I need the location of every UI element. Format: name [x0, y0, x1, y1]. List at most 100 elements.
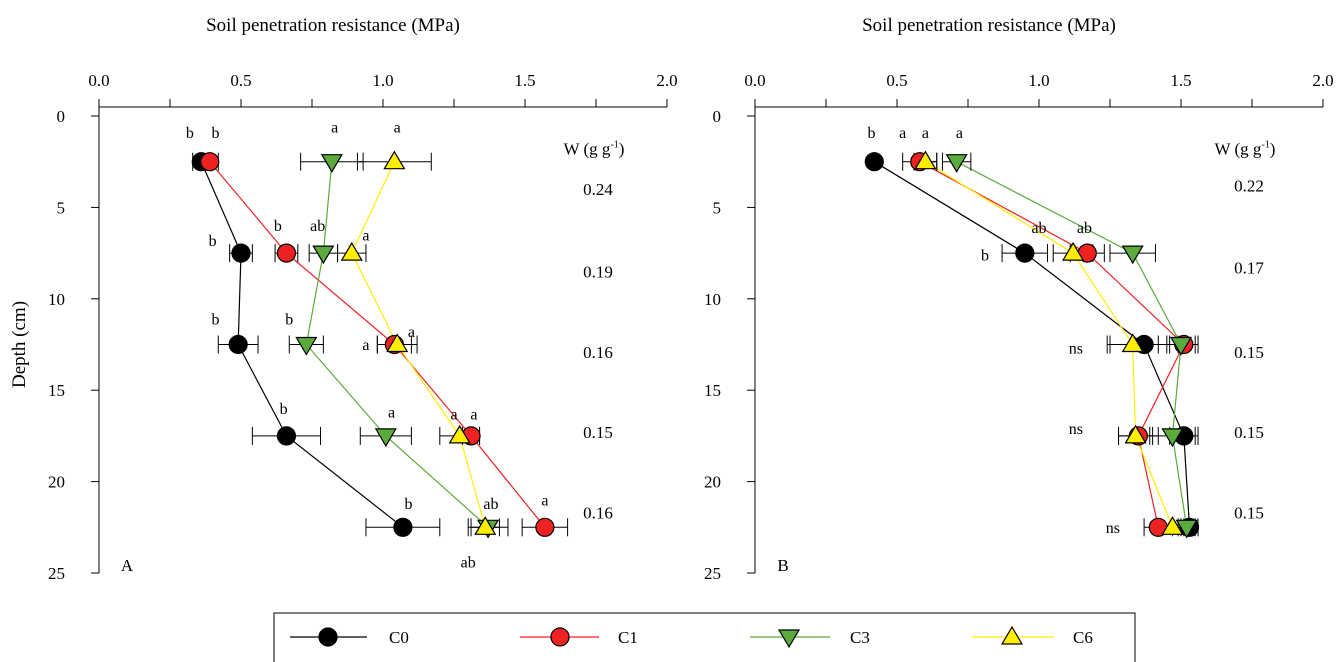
legend: C0 C1 C3 C6	[273, 612, 1136, 662]
legend-marker-c1	[550, 627, 570, 647]
significance-letter: a	[331, 119, 338, 136]
y-tick-label: 25	[48, 564, 65, 583]
point-c0	[393, 517, 413, 537]
w-header: W (g g-1)	[564, 139, 625, 158]
y-tick-label: 5	[57, 198, 66, 217]
significance-letter: a	[956, 125, 963, 142]
point-c6	[383, 150, 406, 170]
significance-letter: ab	[1031, 220, 1046, 237]
significance-letter: a	[922, 125, 929, 142]
w-header: W (g g-1)	[1215, 139, 1276, 158]
point-c3	[945, 154, 968, 173]
w-value: 0.15	[583, 423, 613, 442]
w-value: 0.16	[583, 504, 613, 523]
x-tick-label: 1.5	[514, 71, 535, 90]
panel-label: B	[777, 556, 788, 575]
legend-label-c3: C3	[850, 628, 870, 647]
x-tick-label: 0.0	[744, 71, 765, 90]
point-c3	[1175, 519, 1198, 539]
y-tick-label: 10	[704, 290, 721, 309]
point-c3	[1121, 245, 1144, 265]
point-c6	[448, 424, 471, 444]
w-value: 0.22	[1234, 176, 1264, 195]
panel-b: Soil penetration resistance (MPa) 0.0 0.5 1…	[704, 15, 1334, 583]
point-c0	[1015, 243, 1035, 263]
significance-letter: ns	[1069, 341, 1083, 358]
significance-letter: ns	[1069, 421, 1083, 438]
significance-letter: a	[408, 324, 415, 341]
legend-marker-c6	[1000, 625, 1024, 645]
y-tick-label: 0	[713, 107, 722, 126]
y-axis-title: Depth (cm)	[9, 301, 30, 388]
significance-letter: a	[394, 119, 401, 136]
point-c1	[276, 243, 297, 263]
significance-letter: b	[274, 218, 282, 235]
y-tick-label: 15	[704, 381, 721, 400]
w-value: 0.15	[1234, 343, 1264, 362]
x-tick-label: 1.0	[372, 71, 393, 90]
significance-letter: b	[405, 496, 413, 513]
legend-label-c6: C6	[1073, 628, 1093, 647]
significance-letter: b	[186, 125, 194, 142]
y-tick-label: 20	[704, 473, 721, 492]
x-tick-label: 0.5	[230, 71, 251, 90]
significance-letter: a	[899, 125, 906, 142]
significance-letter: b	[981, 247, 989, 264]
point-c6	[1062, 241, 1085, 261]
significance-letter: a	[541, 492, 548, 509]
y-tick-label: 5	[713, 198, 722, 217]
panel-a: Soil penetration resistance (MPa) 0.0 0.5 1…	[9, 15, 678, 583]
y-tick-label: 10	[48, 290, 65, 309]
w-value: 0.24	[583, 180, 613, 199]
point-c0	[864, 152, 884, 172]
w-value: 0.15	[1234, 504, 1264, 523]
legend-marker-c3	[777, 629, 801, 649]
point-c3	[320, 154, 343, 173]
significance-letter: b	[867, 125, 875, 142]
x-axis-title: Soil penetration resistance (MPa)	[862, 15, 1116, 36]
significance-letter: ns	[1106, 520, 1120, 537]
significance-letter: a	[470, 406, 477, 423]
significance-letter: ab	[1077, 220, 1092, 237]
point-c3	[1169, 336, 1193, 356]
legend-label-c0: C0	[389, 628, 409, 647]
significance-letter: b	[285, 311, 293, 328]
point-c6	[340, 241, 363, 261]
point-c0	[276, 426, 297, 446]
x-tick-label: 2.0	[656, 71, 677, 90]
significance-letter: b	[211, 311, 219, 328]
x-tick-label: 0.0	[88, 71, 109, 90]
legend-marker-c0	[318, 627, 338, 647]
x-tick-label: 2.0	[1312, 71, 1333, 90]
point-c6	[386, 333, 409, 353]
significance-letter: a	[388, 405, 395, 422]
point-c0	[231, 243, 251, 263]
y-tick-label: 20	[48, 473, 65, 492]
y-tick-label: 0	[57, 107, 66, 126]
w-value: 0.19	[583, 262, 613, 281]
point-c3	[312, 245, 335, 265]
significance-letter: a	[362, 337, 369, 354]
x-tick-label: 1.0	[1028, 71, 1049, 90]
significance-letter: ab	[310, 218, 325, 235]
x-tick-label: 0.5	[886, 71, 907, 90]
point-c0	[228, 334, 248, 355]
point-c1	[535, 517, 555, 537]
x-axis-title: Soil penetration resistance (MPa)	[206, 15, 460, 36]
y-tick-label: 15	[48, 381, 65, 400]
w-value: 0.17	[1234, 259, 1264, 278]
significance-letter: ab	[461, 555, 476, 572]
point-c3	[374, 428, 397, 448]
point-c6	[1161, 516, 1184, 535]
point-c3	[1161, 428, 1184, 448]
significance-letter: a	[362, 227, 369, 244]
significance-letter: a	[450, 406, 457, 423]
y-tick-label: 25	[704, 564, 721, 583]
point-c6	[1121, 333, 1144, 353]
point-c1	[200, 152, 220, 172]
point-c6	[914, 150, 937, 170]
point-c3	[295, 336, 318, 356]
legend-label-c1: C1	[618, 628, 638, 647]
point-c6	[474, 516, 497, 535]
